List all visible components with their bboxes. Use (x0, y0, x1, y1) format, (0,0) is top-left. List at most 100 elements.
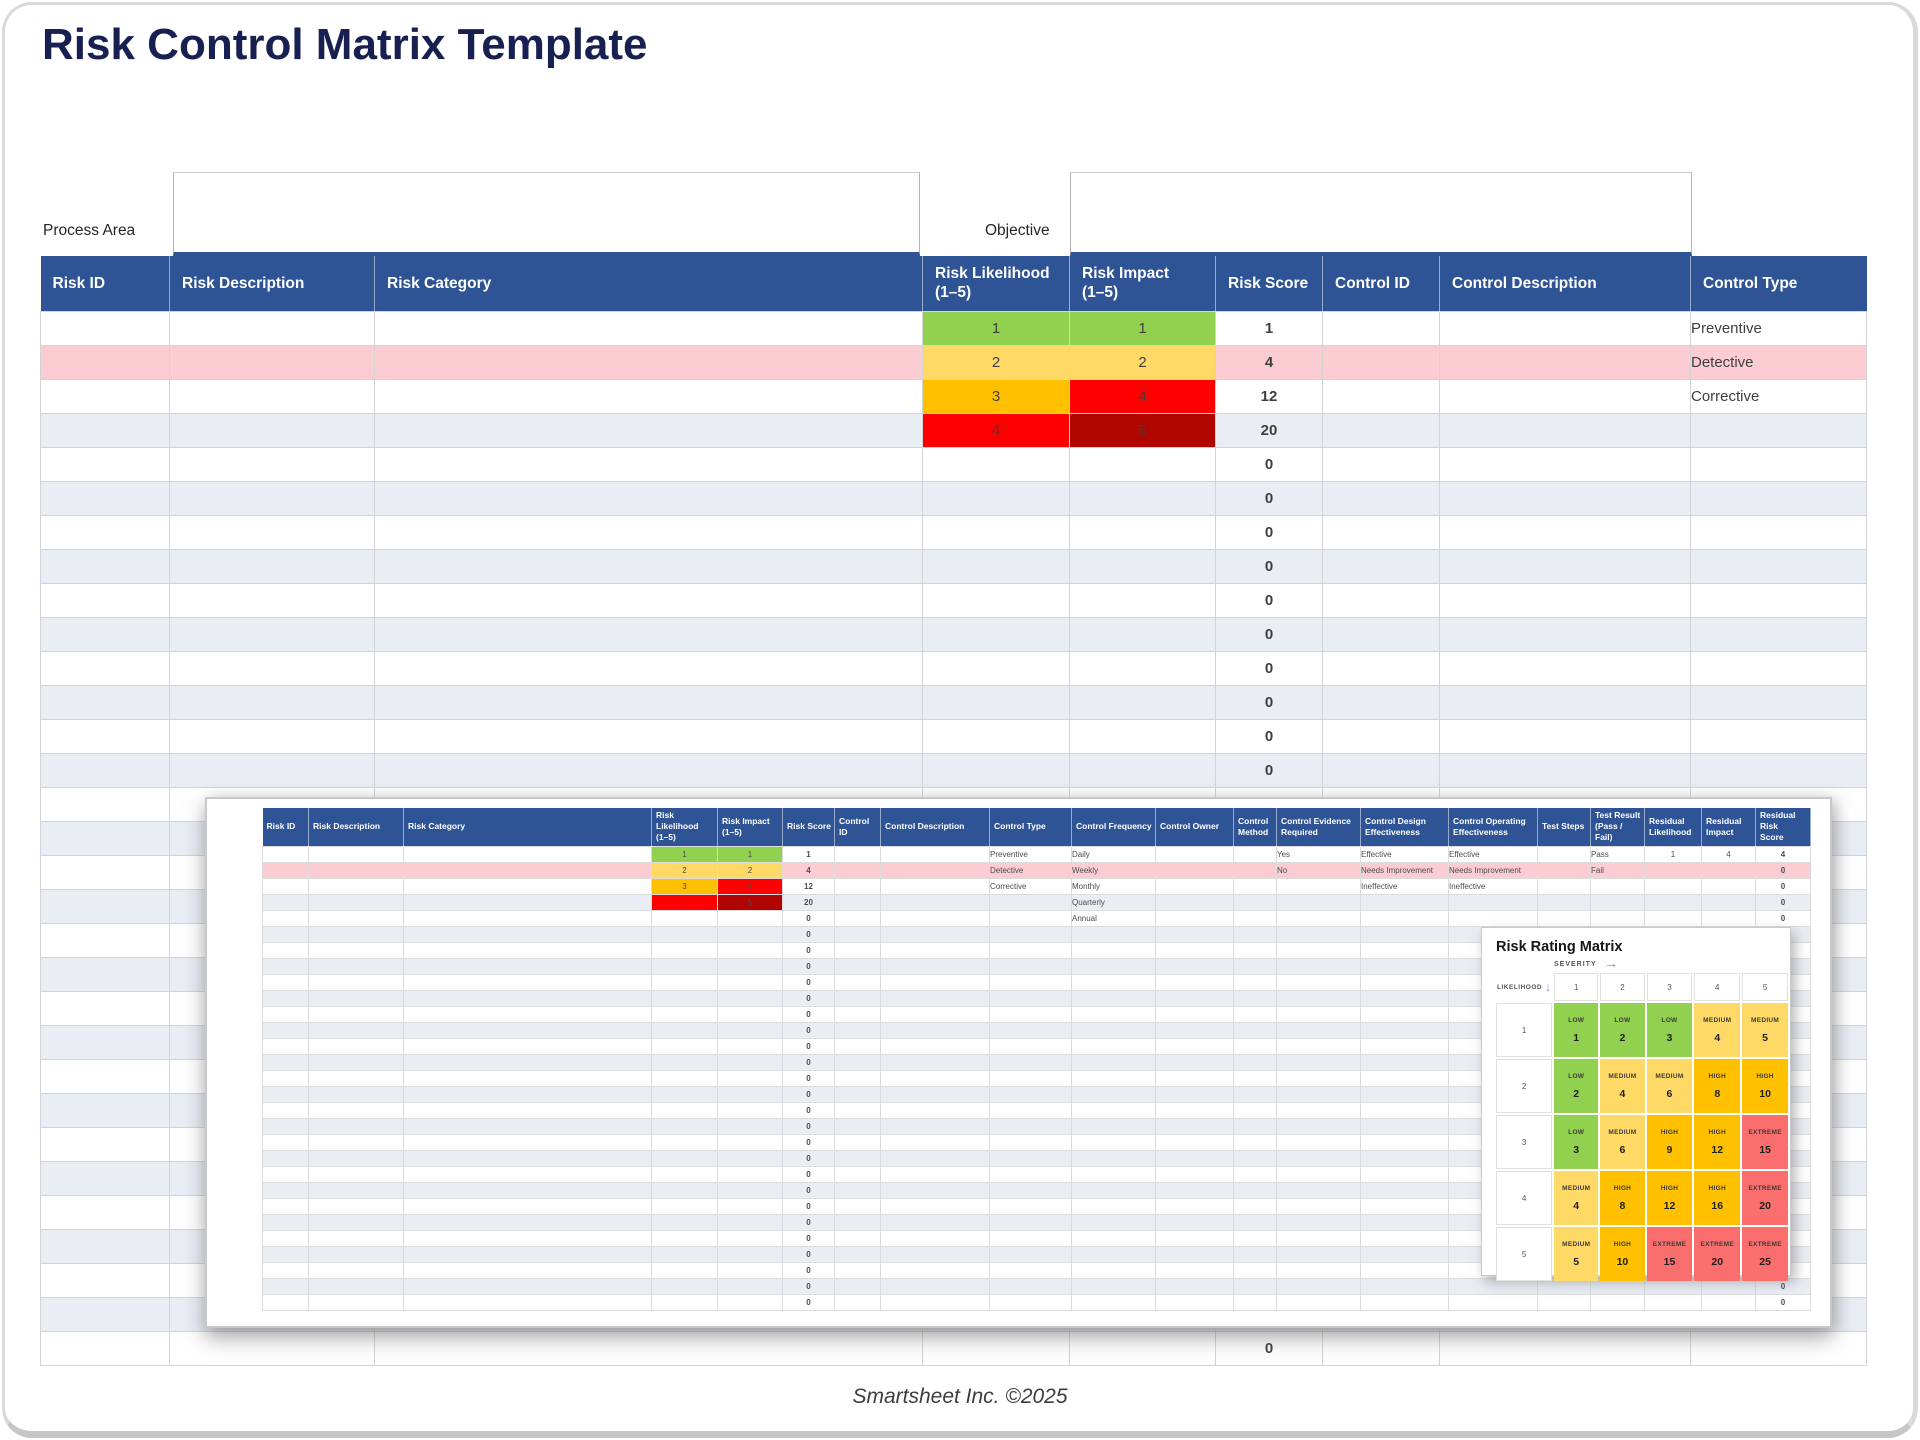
cell-likelihood[interactable]: 4 (922, 412, 1070, 448)
cell-risk_id[interactable] (40, 956, 170, 992)
cell-control_id[interactable] (1322, 514, 1440, 550)
cell-risk_id[interactable] (40, 1092, 170, 1128)
cell-likelihood[interactable] (922, 514, 1070, 550)
cell-risk_id[interactable] (40, 514, 170, 550)
cell-score[interactable]: 0 (1215, 1330, 1323, 1366)
cell-risk_category[interactable] (374, 412, 923, 448)
cell-control_type[interactable] (1690, 480, 1867, 516)
cell-risk_id[interactable] (40, 1024, 170, 1060)
cell-control_type[interactable]: Detective (1690, 344, 1867, 380)
cell-likelihood[interactable]: 2 (922, 344, 1070, 380)
cell-risk_description[interactable] (169, 582, 375, 618)
cell-risk_id[interactable] (40, 820, 170, 856)
cell-risk_description[interactable] (169, 412, 375, 448)
cell-likelihood[interactable] (922, 1330, 1070, 1366)
cell-control_id[interactable] (1322, 582, 1440, 618)
cell-risk_id[interactable] (40, 854, 170, 890)
cell-control_id[interactable] (1322, 446, 1440, 482)
cell-risk_category[interactable] (374, 310, 923, 346)
cell-risk_id[interactable] (40, 1194, 170, 1230)
cell-control_type[interactable] (1690, 1330, 1867, 1366)
cell-control_description[interactable] (1439, 310, 1691, 346)
cell-score[interactable]: 0 (1215, 650, 1323, 686)
cell-control_description[interactable] (1439, 1330, 1691, 1366)
cell-risk_id[interactable] (40, 922, 170, 958)
cell-control_id[interactable] (1322, 684, 1440, 720)
cell-control_id[interactable] (1322, 310, 1440, 346)
cell-control_type[interactable] (1690, 548, 1867, 584)
cell-likelihood[interactable] (922, 480, 1070, 516)
cell-score[interactable]: 0 (1215, 446, 1323, 482)
cell-control_id[interactable] (1322, 650, 1440, 686)
cell-risk_id[interactable] (40, 990, 170, 1026)
cell-risk_id[interactable] (40, 344, 170, 380)
cell-control_type[interactable]: Corrective (1690, 378, 1867, 414)
cell-impact[interactable] (1069, 582, 1216, 618)
cell-risk_category[interactable] (374, 480, 923, 516)
cell-risk_id[interactable] (40, 480, 170, 516)
cell-impact[interactable]: 2 (1069, 344, 1216, 380)
cell-risk_description[interactable] (169, 378, 375, 414)
cell-control_id[interactable] (1322, 548, 1440, 584)
cell-control_description[interactable] (1439, 446, 1691, 482)
cell-likelihood[interactable] (922, 616, 1070, 652)
cell-control_id[interactable] (1322, 412, 1440, 448)
cell-score[interactable]: 0 (1215, 480, 1323, 516)
cell-control_type[interactable] (1690, 684, 1867, 720)
cell-risk_description[interactable] (169, 310, 375, 346)
cell-likelihood[interactable] (922, 548, 1070, 584)
cell-control_type[interactable] (1690, 752, 1867, 788)
cell-risk_id[interactable] (40, 1160, 170, 1196)
cell-risk_description[interactable] (169, 684, 375, 720)
cell-impact[interactable]: 4 (1069, 378, 1216, 414)
cell-score[interactable]: 0 (1215, 514, 1323, 550)
cell-risk_description[interactable] (169, 480, 375, 516)
cell-control_description[interactable] (1439, 548, 1691, 584)
cell-risk_category[interactable] (374, 752, 923, 788)
cell-risk_id[interactable] (40, 1262, 170, 1298)
cell-likelihood[interactable] (922, 718, 1070, 754)
cell-impact[interactable] (1069, 1330, 1216, 1366)
cell-likelihood[interactable]: 3 (922, 378, 1070, 414)
cell-control_description[interactable] (1439, 616, 1691, 652)
cell-risk_category[interactable] (374, 616, 923, 652)
cell-impact[interactable] (1069, 480, 1216, 516)
cell-risk_category[interactable] (374, 582, 923, 618)
cell-control_description[interactable] (1439, 718, 1691, 754)
cell-score[interactable]: 0 (1215, 582, 1323, 618)
cell-risk_category[interactable] (374, 718, 923, 754)
cell-risk_id[interactable] (40, 684, 170, 720)
cell-control_id[interactable] (1322, 718, 1440, 754)
cell-score[interactable]: 20 (1215, 412, 1323, 448)
cell-risk_id[interactable] (40, 582, 170, 618)
cell-likelihood[interactable] (922, 582, 1070, 618)
cell-risk_id[interactable] (40, 888, 170, 924)
cell-risk_id[interactable] (40, 1296, 170, 1332)
cell-risk_id[interactable] (40, 616, 170, 652)
cell-risk_id[interactable] (40, 650, 170, 686)
cell-score[interactable]: 4 (1215, 344, 1323, 380)
cell-risk_description[interactable] (169, 1330, 375, 1366)
cell-control_type[interactable] (1690, 514, 1867, 550)
cell-likelihood[interactable] (922, 650, 1070, 686)
cell-risk_category[interactable] (374, 548, 923, 584)
cell-control_description[interactable] (1439, 752, 1691, 788)
cell-control_description[interactable] (1439, 650, 1691, 686)
cell-risk_category[interactable] (374, 684, 923, 720)
cell-likelihood[interactable] (922, 684, 1070, 720)
cell-risk_category[interactable] (374, 514, 923, 550)
cell-risk_category[interactable] (374, 446, 923, 482)
cell-score[interactable]: 0 (1215, 616, 1323, 652)
cell-impact[interactable] (1069, 548, 1216, 584)
cell-impact[interactable]: 1 (1069, 310, 1216, 346)
cell-risk_id[interactable] (40, 1126, 170, 1162)
objective-input[interactable] (1070, 172, 1692, 256)
cell-risk_category[interactable] (374, 1330, 923, 1366)
cell-likelihood[interactable]: 1 (922, 310, 1070, 346)
cell-risk_description[interactable] (169, 344, 375, 380)
cell-impact[interactable] (1069, 446, 1216, 482)
cell-control_type[interactable]: Preventive (1690, 310, 1867, 346)
cell-control_type[interactable] (1690, 650, 1867, 686)
cell-control_type[interactable] (1690, 412, 1867, 448)
cell-control_description[interactable] (1439, 582, 1691, 618)
